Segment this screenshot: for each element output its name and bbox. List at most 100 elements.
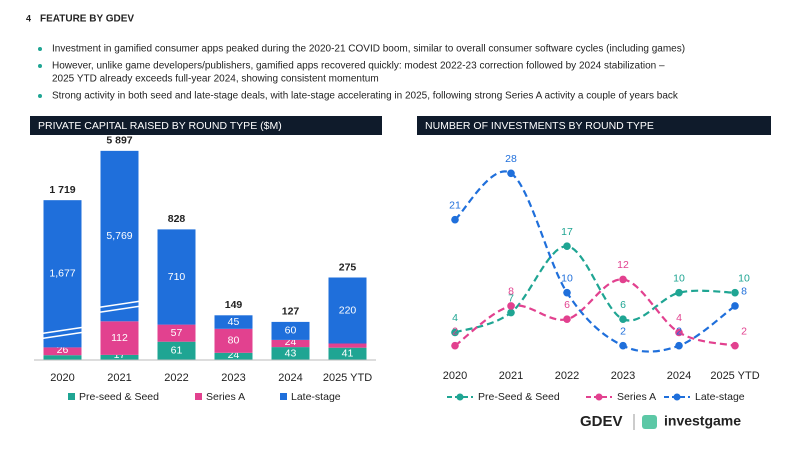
- total-label: 149: [225, 299, 243, 311]
- x-tick-label: 2023: [221, 372, 245, 384]
- value-label: 1,677: [49, 268, 75, 280]
- value-label: 6: [564, 299, 570, 311]
- bar-segment: [271, 339, 310, 348]
- value-label: 41: [342, 348, 354, 360]
- title-bar: [417, 116, 771, 135]
- bullet-dot: [38, 64, 42, 68]
- value-label: 10: [738, 272, 750, 284]
- bullet-dot: [38, 94, 42, 98]
- value-label: 12: [617, 259, 629, 271]
- value-label: 57: [171, 327, 183, 339]
- legend-label: Pre-seed & Seed: [79, 391, 159, 403]
- x-tick-label: 2023: [611, 370, 635, 382]
- value-label: 2: [741, 326, 747, 338]
- value-label: 61: [171, 345, 183, 357]
- axis-break: [42, 331, 83, 340]
- axis-break: [99, 305, 140, 314]
- bullet: Investment in gamified consumer apps pea…: [52, 44, 685, 55]
- value-label: 7: [508, 292, 514, 304]
- value-label: 10: [561, 272, 573, 284]
- bar-segment: [271, 347, 310, 360]
- point: [451, 341, 459, 350]
- value-label: 17: [561, 226, 573, 238]
- point: [619, 341, 627, 350]
- bar-segment: [328, 347, 367, 360]
- x-tick-label: 2024: [667, 370, 691, 382]
- chart-title: NUMBER OF INVESTMENTS BY ROUND TYPE: [425, 120, 654, 132]
- bar-segment: [157, 229, 196, 325]
- bar-segment: [214, 315, 253, 329]
- legend-label: Pre-Seed & Seed: [478, 391, 560, 403]
- point: [675, 288, 683, 297]
- x-tick-label: 2024: [278, 372, 302, 384]
- x-tick-label: 2021: [107, 372, 131, 384]
- point: [563, 242, 571, 251]
- point: [563, 288, 571, 297]
- point: [619, 315, 627, 324]
- slide-title: FEATURE BY GDEV: [40, 14, 134, 25]
- value-label: 10: [673, 272, 685, 284]
- total-label: 275: [339, 261, 357, 273]
- page-number: 4: [26, 13, 31, 23]
- point: [507, 308, 515, 317]
- value-label: 4: [676, 312, 682, 324]
- value-label: 43: [285, 347, 297, 359]
- legend-label: Late-stage: [695, 391, 745, 403]
- legend-swatch: [195, 393, 202, 400]
- legend-label: Late-stage: [291, 391, 341, 403]
- value-label: 5,769: [106, 230, 132, 242]
- value-label: 112: [111, 332, 128, 344]
- value-label: 80: [228, 335, 240, 347]
- footer-logo: GDEV: [580, 413, 623, 430]
- point: [731, 341, 739, 350]
- legend-swatch: [280, 393, 287, 400]
- legend-label: Series A: [617, 391, 656, 403]
- x-tick-label: 2025 YTD: [710, 370, 759, 382]
- logo-icon: [642, 415, 657, 429]
- point: [451, 328, 459, 337]
- chart-title: PRIVATE CAPITAL RAISED BY ROUND TYPE ($M…: [38, 120, 282, 132]
- point: [563, 315, 571, 324]
- value-label: 2: [452, 326, 458, 338]
- value-label: 60: [285, 325, 297, 337]
- point: [731, 302, 739, 310]
- legend-label: Series A: [206, 391, 245, 403]
- value-label: 24: [228, 349, 240, 361]
- line: [454, 245, 736, 334]
- total-label: 127: [282, 306, 300, 318]
- bar-segment: [271, 321, 310, 340]
- value-label: 8: [508, 286, 514, 298]
- point: [619, 275, 627, 284]
- value-label: 220: [339, 304, 357, 316]
- bar-segment: [328, 277, 367, 344]
- x-tick-label: 2025 YTD: [323, 372, 372, 384]
- value-label: 21: [449, 199, 461, 211]
- bar-segment: [43, 347, 82, 356]
- value-label: 710: [168, 271, 186, 283]
- x-tick-label: 2020: [443, 370, 467, 382]
- x-tick-label: 2020: [50, 372, 74, 384]
- value-label: 6: [620, 299, 626, 311]
- bar-segment: [214, 352, 253, 360]
- point: [507, 169, 515, 178]
- total-label: 828: [168, 213, 186, 225]
- value-label: 45: [228, 316, 240, 328]
- x-tick-label: 2021: [499, 370, 523, 382]
- point: [451, 215, 459, 224]
- footer-logo: investgame: [664, 413, 741, 429]
- bullet: However, unlike game developers/publishe…: [52, 61, 665, 72]
- point: [675, 328, 683, 337]
- bar-segment: [157, 341, 196, 360]
- axis-break: [42, 326, 83, 335]
- value-label: 24: [285, 336, 297, 348]
- bar-segment: [157, 324, 196, 342]
- axis-break: [99, 300, 140, 309]
- bar-segment: [328, 343, 367, 348]
- point: [731, 288, 739, 297]
- x-tick-label: 2022: [164, 372, 188, 384]
- total-label: 5 897: [106, 135, 132, 147]
- line: [454, 170, 736, 353]
- value-label: 28: [505, 153, 517, 165]
- bullet: Strong activity in both seed and late-st…: [52, 91, 679, 102]
